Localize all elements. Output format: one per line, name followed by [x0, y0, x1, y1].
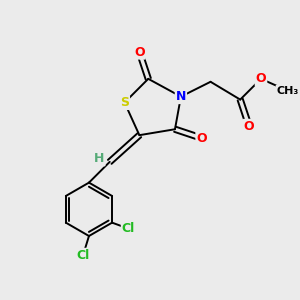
Text: CH₃: CH₃	[277, 86, 299, 96]
Text: S: S	[120, 96, 129, 109]
Text: O: O	[256, 72, 266, 85]
Text: H: H	[94, 152, 104, 165]
Text: Cl: Cl	[122, 222, 135, 235]
Text: O: O	[244, 120, 254, 133]
Text: N: N	[176, 90, 186, 103]
Text: O: O	[134, 46, 145, 59]
Text: O: O	[196, 132, 207, 145]
Text: Cl: Cl	[76, 249, 90, 262]
